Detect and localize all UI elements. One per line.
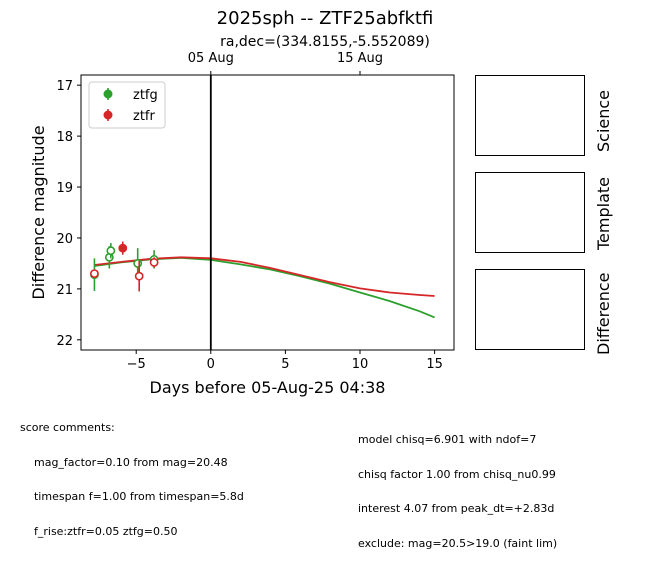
data-point [133, 259, 143, 268]
difference-cutout [475, 269, 585, 350]
top-axis-tick-label: 15 Aug [337, 51, 383, 66]
comment-line: score comments: [20, 421, 115, 434]
data-point [134, 271, 144, 281]
y-tick-label: 19 [56, 181, 73, 196]
y-axis-label: Difference magnitude [29, 125, 48, 299]
y-tick-label: 21 [56, 283, 73, 298]
x-tick-label: 5 [281, 357, 289, 372]
x-axis-label: Days before 05-Aug-25 04:38 [150, 378, 386, 397]
y-tick-label: 18 [56, 130, 73, 145]
lightcurve-plot: −5 0 5 10 15 17 18 19 20 21 22 05 Aug 15 Aug Days bef… [29, 51, 455, 397]
x-tick-label: −5 [127, 357, 146, 372]
score-comments: score comments: mag_factor=0.10 from mag… [20, 399, 244, 549]
comment-line: exclude: mag=20.5>19.0 (faint lim) [358, 536, 558, 550]
comment-line: f_rise:ztfr=0.05 ztfg=0.50 [20, 524, 178, 538]
x-tick-label: 10 [352, 357, 369, 372]
difference-label: Difference [594, 272, 613, 355]
chart-title: 2025sph -- ZTF25abfktfi [216, 8, 434, 29]
y-tick-label: 22 [56, 334, 73, 349]
comment-line: model chisq=6.901 with ndof=7 [358, 433, 537, 446]
x-tick-label: 15 [426, 357, 443, 372]
comment-line: interest 4.07 from peak_dt=+2.83d [358, 502, 555, 515]
comment-line: mag_factor=0.10 from mag=20.48 [20, 455, 228, 469]
science-cutout [475, 75, 585, 156]
legend-label: ztfg [133, 88, 158, 103]
data-point [118, 243, 128, 253]
plot-frame [80, 74, 455, 351]
science-label: Science [594, 89, 613, 152]
comment-line: chisq factor 1.00 from chisq_nu0.99 [358, 467, 556, 481]
top-axis-tick-label: 05 Aug [188, 51, 234, 66]
legend-marker [103, 110, 113, 120]
chart-subtitle: ra,dec=(334.8155,-5.552089) [220, 34, 430, 50]
model-comments: model chisq=6.901 with ndof=7 chisq fact… [358, 411, 557, 561]
data-point [106, 246, 116, 256]
y-tick-label: 20 [56, 232, 73, 247]
x-tick-label: 0 [207, 357, 215, 372]
model-curve-ztfr [94, 256, 435, 297]
template-label: Template [594, 176, 613, 250]
legend-label: ztfr [133, 109, 155, 124]
data-point [149, 258, 159, 267]
template-cutout [475, 172, 585, 253]
data-point [90, 269, 99, 279]
comment-line: timespan f=1.00 from timespan=5.8d [20, 490, 244, 503]
y-tick-label: 17 [56, 79, 73, 94]
legend-marker [103, 89, 113, 99]
